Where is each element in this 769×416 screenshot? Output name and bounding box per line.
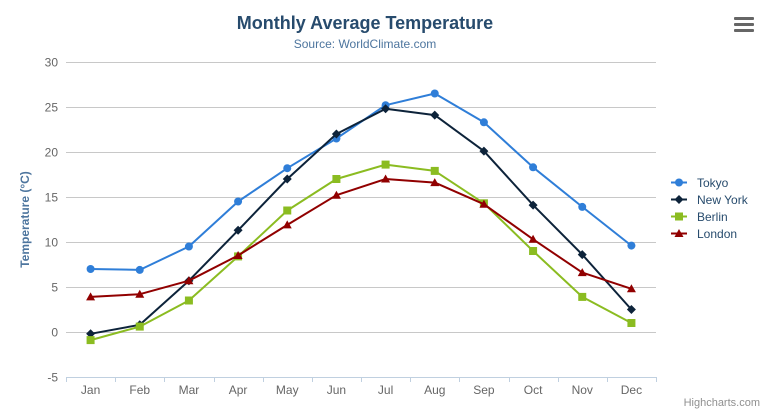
chart-subtitle: Source: WorldClimate.com — [293, 37, 437, 51]
point-berlin-nov[interactable] — [578, 292, 587, 301]
point-new-york-jan[interactable] — [86, 329, 96, 339]
x-axis-tick-label: Feb — [129, 383, 150, 397]
point-berlin-mar[interactable] — [184, 296, 193, 305]
point-berlin-oct[interactable] — [529, 247, 538, 255]
x-axis-tick-label: Sep — [473, 383, 495, 397]
series-line-tokyo[interactable] — [89, 92, 633, 271]
x-axis-tick-label: Aug — [424, 383, 445, 397]
point-new-york-aug[interactable] — [430, 110, 440, 120]
legend-marker-triangle-icon — [671, 229, 687, 237]
point-tokyo-feb[interactable] — [135, 265, 144, 274]
series-tokyo — [86, 89, 636, 274]
point-london-apr[interactable] — [233, 251, 243, 259]
x-axis-tick-label: Nov — [572, 383, 593, 397]
y-axis-title: Temperature (°C) — [18, 171, 32, 268]
point-london-nov[interactable] — [577, 268, 587, 277]
series-new-york — [86, 104, 636, 339]
point-london-sep[interactable] — [479, 199, 489, 208]
x-axis-tick-label: Dec — [621, 383, 642, 397]
point-tokyo-apr[interactable] — [234, 197, 243, 206]
y-axis-tick-label: -5 — [47, 371, 58, 385]
legend-item-berlin[interactable]: Berlin — [671, 209, 748, 224]
point-new-york-jul[interactable] — [381, 104, 391, 114]
point-london-feb[interactable] — [135, 289, 145, 298]
point-tokyo-dec[interactable] — [627, 241, 636, 250]
x-axis-tick-label: Apr — [229, 383, 248, 397]
legend: Tokyo New York Berlin London — [671, 175, 748, 241]
point-london-may[interactable] — [282, 220, 292, 229]
legend-marker-square-icon — [671, 212, 687, 221]
series-london — [86, 174, 636, 301]
point-berlin-feb[interactable] — [135, 322, 144, 331]
legend-marker-shape[interactable] — [675, 212, 683, 221]
point-london-dec[interactable] — [626, 284, 636, 293]
point-tokyo-oct[interactable] — [529, 163, 538, 172]
legend-label: Tokyo — [697, 175, 729, 190]
x-axis-tick-label: Mar — [179, 383, 200, 397]
legend-item-new-york[interactable]: New York — [671, 192, 748, 207]
legend-label: Berlin — [697, 209, 728, 224]
point-tokyo-may[interactable] — [283, 164, 292, 173]
point-london-jan[interactable] — [86, 292, 96, 301]
legend-marker-diamond-icon — [671, 195, 687, 204]
y-axis-tick-label: 0 — [51, 326, 58, 340]
legend-marker-shape[interactable] — [674, 229, 684, 237]
hamburger-icon — [734, 22, 754, 26]
point-berlin-jun[interactable] — [332, 175, 341, 183]
point-berlin-jul[interactable] — [381, 160, 390, 169]
point-london-jul[interactable] — [381, 174, 391, 183]
y-axis-tick-label: 10 — [45, 236, 59, 250]
point-berlin-jan[interactable] — [86, 336, 95, 345]
hamburger-icon — [734, 28, 754, 32]
point-berlin-aug[interactable] — [430, 166, 439, 175]
legend-item-tokyo[interactable]: Tokyo — [671, 175, 748, 190]
x-axis-tick-label: Oct — [524, 383, 543, 397]
point-london-jun[interactable] — [331, 190, 341, 199]
series-line-berlin[interactable] — [89, 163, 633, 342]
point-tokyo-sep[interactable] — [479, 118, 488, 127]
y-axis-tick-label: 15 — [45, 191, 59, 205]
point-tokyo-jan[interactable] — [86, 265, 95, 273]
point-new-york-nov[interactable] — [577, 250, 587, 260]
point-new-york-dec[interactable] — [626, 305, 636, 314]
x-axis-tick-label: May — [276, 383, 299, 397]
y-axis-tick-label: 25 — [45, 101, 59, 115]
legend-label: New York — [697, 192, 748, 207]
y-axis-tick-label: 20 — [45, 146, 59, 160]
point-tokyo-nov[interactable] — [578, 202, 587, 211]
point-london-oct[interactable] — [528, 234, 538, 243]
point-berlin-may[interactable] — [283, 206, 292, 215]
highcharts-credit[interactable]: Highcharts.com — [683, 397, 760, 409]
point-london-aug[interactable] — [430, 178, 440, 187]
chart-title: Monthly Average Temperature — [236, 13, 494, 33]
legend-marker-shape[interactable] — [674, 195, 684, 204]
point-new-york-oct[interactable] — [528, 200, 538, 210]
series-line-new-york[interactable] — [89, 107, 633, 335]
legend-marker-shape[interactable] — [675, 178, 683, 187]
x-axis-tick-label: Jan — [81, 383, 100, 397]
context-menu-button[interactable] — [731, 13, 757, 35]
point-new-york-sep[interactable] — [479, 146, 489, 156]
y-axis-tick-label: 5 — [51, 281, 58, 295]
point-tokyo-mar[interactable] — [184, 242, 193, 251]
series-line-london[interactable] — [89, 178, 633, 298]
y-axis-tick-label: 30 — [45, 56, 59, 70]
legend-marker-circle-icon — [671, 178, 687, 187]
point-new-york-apr[interactable] — [233, 225, 243, 235]
point-new-york-jun[interactable] — [331, 129, 341, 139]
legend-label: London — [697, 226, 738, 241]
point-berlin-dec[interactable] — [627, 319, 636, 327]
x-axis-tick-label: Jun — [327, 383, 346, 397]
legend-item-london[interactable]: London — [671, 226, 748, 241]
hamburger-icon — [734, 16, 754, 20]
point-tokyo-aug[interactable] — [430, 89, 439, 98]
point-london-mar[interactable] — [184, 276, 194, 285]
x-axis-tick-label: Jul — [378, 383, 393, 397]
point-new-york-may[interactable] — [282, 174, 292, 184]
